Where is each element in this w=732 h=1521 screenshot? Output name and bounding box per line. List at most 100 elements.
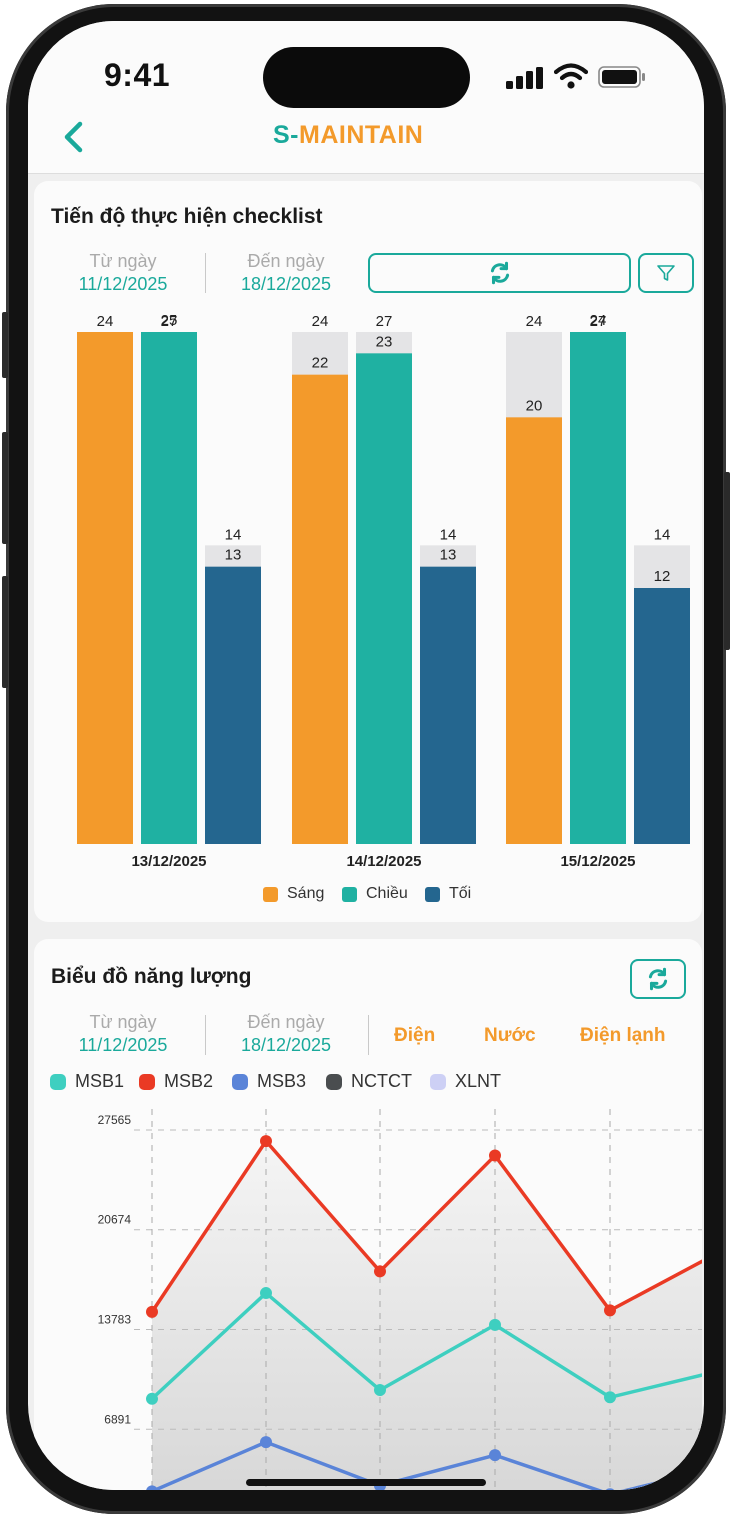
bar-value [420, 566, 476, 844]
data-point [146, 1485, 158, 1490]
legend-item-msb1[interactable]: MSB1 [50, 1071, 124, 1092]
bar-value-label: 13 [225, 547, 242, 564]
legend-item-msb3[interactable]: MSB3 [232, 1071, 306, 1092]
y-tick-label: 27565 [98, 1113, 132, 1127]
bar-total-label: 24 [526, 313, 543, 330]
energy-from-date-label: Từ ngày [89, 1012, 157, 1032]
checklist-card: Tiến độ thực hiện checklist Từ ngày 11/1… [34, 181, 702, 922]
power-button [724, 472, 730, 650]
silent-switch [2, 312, 8, 378]
refresh-button[interactable] [368, 253, 631, 293]
nav-bar: S-MAINTAIN [28, 121, 704, 174]
checklist-title: Tiến độ thực hiện checklist [51, 205, 323, 228]
data-point [489, 1149, 501, 1162]
bar-total-label: 14 [440, 526, 457, 543]
data-point [146, 1392, 158, 1405]
energy-refresh-button[interactable] [630, 959, 686, 999]
data-point [374, 1384, 386, 1397]
y-tick-label: 6891 [104, 1412, 131, 1426]
data-point [604, 1304, 616, 1317]
y-tick-label: 20674 [98, 1213, 132, 1227]
bar-value-label: 24 [590, 312, 607, 329]
bar-value-label: 12 [654, 568, 671, 585]
legend-item-nctct[interactable]: NCTCT [326, 1071, 412, 1092]
bar-total-label: 27 [590, 313, 607, 330]
battery-icon [598, 66, 645, 88]
date-divider [205, 1015, 206, 1055]
bar-total-label: 24 [312, 313, 329, 330]
bar-total-label: 27 [376, 313, 393, 330]
refresh-icon [648, 967, 668, 991]
series-line [150, 1139, 702, 1313]
status-bar: 9:41 [28, 21, 704, 121]
volume-up-button [2, 432, 8, 544]
wifi-icon [554, 63, 588, 89]
category-label: 15/12/2025 [560, 853, 635, 870]
energy-line-chart: 6891 13783 20674 27565 [98, 1109, 702, 1490]
filter-icon [657, 265, 675, 281]
bar-value-label: 20 [526, 397, 543, 414]
legend-swatch-toi [425, 886, 440, 902]
energy-from-date-value[interactable]: 11/12/2025 [78, 1035, 168, 1055]
legend-label-msb2: MSB2 [164, 1071, 214, 1091]
bar-value [77, 332, 133, 844]
y-tick-label: 13783 [98, 1312, 132, 1326]
from-date-value[interactable]: 11/12/2025 [78, 274, 168, 294]
bar-value-label: 25 [161, 312, 178, 329]
back-arrow-icon[interactable] [56, 121, 92, 157]
energy-to-date-value[interactable]: 18/12/2025 [240, 1035, 332, 1055]
bar-value [634, 588, 690, 844]
energy-card: Biểu đồ năng lượng Từ ngày 11/12/2025 Đế… [34, 939, 702, 1490]
to-date-value[interactable]: 18/12/2025 [240, 274, 332, 294]
home-indicator [246, 1479, 486, 1486]
data-point [605, 1488, 615, 1490]
signal-icon [506, 67, 543, 89]
legend-label-chieu: Chiều [366, 885, 408, 902]
volume-down-button [2, 576, 8, 688]
legend-swatch-msb3 [232, 1073, 248, 1090]
app-logo: S-MAINTAIN [273, 121, 423, 150]
legend-item-msb2[interactable]: MSB2 [139, 1071, 213, 1092]
bar-total-label: 24 [97, 313, 114, 330]
date-divider [205, 253, 206, 293]
bar-value [141, 332, 197, 844]
bar-value [356, 353, 412, 844]
legend-label-msb3: MSB3 [257, 1071, 307, 1091]
category-label: 13/12/2025 [131, 853, 206, 870]
bar-value [292, 374, 348, 844]
checklist-bar-chart: 24 2725141313/12/202524222723141314/12/20… [77, 312, 690, 870]
legend-swatch-sang [263, 886, 278, 902]
tab-nuoc[interactable]: Nước [484, 1025, 536, 1046]
data-point [146, 1305, 158, 1318]
data-point [260, 1436, 272, 1449]
filter-button[interactable] [638, 253, 694, 293]
status-time: 9:41 [104, 57, 171, 93]
data-point [260, 1287, 272, 1300]
legend-swatch-msb1 [50, 1073, 66, 1090]
from-date-label: Từ ngày [89, 251, 157, 271]
series-line [150, 1291, 702, 1401]
bar-value-label: 23 [376, 333, 393, 350]
checklist-legend: Sáng Chiều Tối [34, 885, 702, 909]
tab-dien-lanh[interactable]: Điện lạnh [580, 1025, 666, 1046]
data-point [260, 1135, 272, 1148]
series-line [151, 1440, 702, 1490]
legend-swatch-chieu [342, 886, 357, 902]
legend-item-sang: Sáng [263, 885, 324, 903]
legend-label-nctct: NCTCT [351, 1071, 412, 1091]
dynamic-island [263, 47, 470, 108]
bar-value [205, 566, 261, 844]
screen: 9:41 S-MAINTAIN Tiến độ thực hiện checkl… [28, 21, 704, 1490]
category-label: 14/12/2025 [346, 853, 421, 870]
legend-label-xlnt: XLNT [455, 1071, 502, 1091]
bar-value [570, 332, 626, 844]
legend-label-msb1: MSB1 [75, 1071, 125, 1091]
data-point [604, 1391, 616, 1404]
energy-legend: MSB1 MSB2 MSB3 NCTCT XLNT [34, 1069, 702, 1095]
legend-swatch-msb2 [139, 1073, 155, 1090]
tab-dien[interactable]: Điện [394, 1025, 436, 1046]
data-point [374, 1265, 386, 1278]
legend-item-chieu: Chiều [342, 885, 408, 903]
bar-total-label: 14 [225, 526, 242, 543]
legend-item-xlnt[interactable]: XLNT [430, 1071, 501, 1092]
